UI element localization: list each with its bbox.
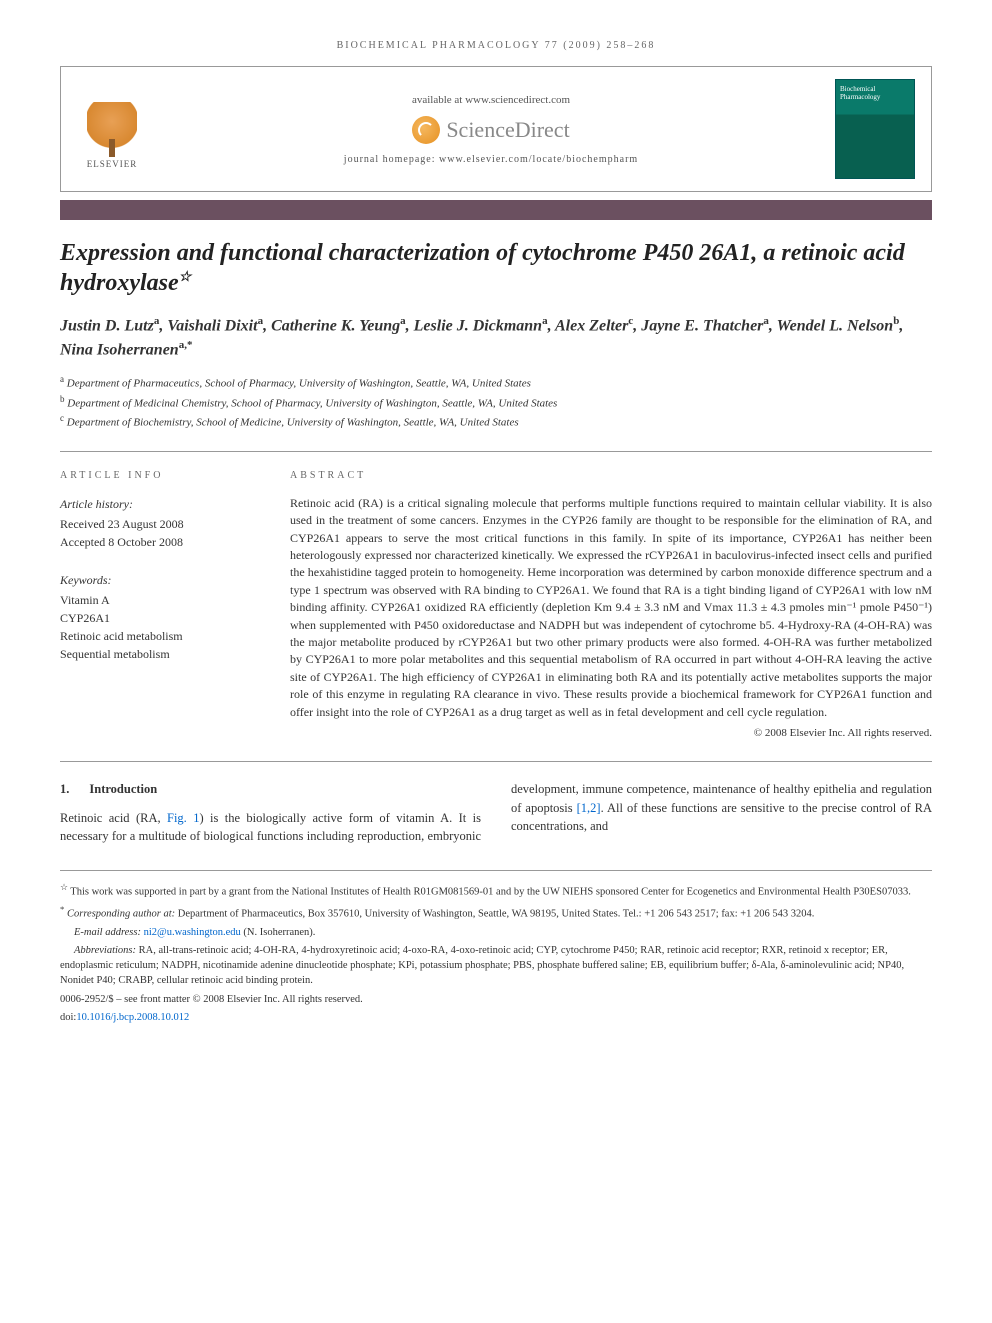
color-bar xyxy=(60,200,932,220)
affiliation: c Department of Biochemistry, School of … xyxy=(60,412,932,431)
journal-cover-title: Biochemical Pharmacology xyxy=(840,86,910,101)
sciencedirect-text: ScienceDirect xyxy=(446,117,569,143)
footnotes: ☆ This work was supported in part by a g… xyxy=(60,870,932,1025)
email-footnote: E-mail address: ni2@u.washington.edu (N.… xyxy=(60,925,932,940)
masthead-center: available at www.sciencedirect.com Scien… xyxy=(147,94,835,165)
accepted-date: Accepted 8 October 2008 xyxy=(60,533,260,551)
keywords-header: Keywords: xyxy=(60,571,260,589)
history-header: Article history: xyxy=(60,495,260,513)
journal-cover: Biochemical Pharmacology xyxy=(835,79,915,179)
article-info-label: ARTICLE INFO xyxy=(60,470,260,481)
elsevier-text: ELSEVIER xyxy=(87,159,138,169)
affiliation: a Department of Pharmaceutics, School of… xyxy=(60,373,932,392)
keyword: Sequential metabolism xyxy=(60,645,260,663)
masthead: ELSEVIER available at www.sciencedirect.… xyxy=(60,66,932,192)
info-abstract-row: ARTICLE INFO Article history: Received 2… xyxy=(60,451,932,739)
keyword: Retinoic acid metabolism xyxy=(60,627,260,645)
intro-heading: 1. Introduction xyxy=(60,780,481,799)
elsevier-tree-icon xyxy=(87,102,137,157)
doi-label: doi: xyxy=(60,1012,76,1023)
abstract-text: Retinoic acid (RA) is a critical signali… xyxy=(290,495,932,721)
abbreviations-footnote: Abbreviations: RA, all-trans-retinoic ac… xyxy=(60,943,932,989)
corresponding-footnote: * Corresponding author at: Department of… xyxy=(60,903,932,922)
abbrev-text: RA, all-trans-retinoic acid; 4-OH-RA, 4-… xyxy=(60,945,904,986)
abbrev-label: Abbreviations: xyxy=(74,945,136,956)
running-head: BIOCHEMICAL PHARMACOLOGY 77 (2009) 258–2… xyxy=(60,40,932,51)
section-number: 1. xyxy=(60,782,69,796)
available-at: available at www.sciencedirect.com xyxy=(147,94,835,106)
journal-homepage: journal homepage: www.elsevier.com/locat… xyxy=(147,154,835,165)
abstract-label: ABSTRACT xyxy=(290,470,932,481)
email-link[interactable]: ni2@u.washington.edu xyxy=(144,927,241,938)
reference-link[interactable]: [1,2] xyxy=(577,801,601,815)
intro-text-1a: Retinoic acid (RA, xyxy=(60,811,167,825)
article-history: Article history: Received 23 August 2008… xyxy=(60,495,260,551)
authors: Justin D. Lutza, Vaishali Dixita, Cather… xyxy=(60,314,932,361)
sciencedirect-logo: ScienceDirect xyxy=(412,116,569,144)
title-text: Expression and functional characterizati… xyxy=(60,240,905,296)
funding-star: ☆ xyxy=(60,882,68,892)
funding-text: This work was supported in part by a gra… xyxy=(70,887,911,898)
article-title: Expression and functional characterizati… xyxy=(60,238,932,298)
affiliation: b Department of Medicinal Chemistry, Sch… xyxy=(60,393,932,412)
email-name: (N. Isoherranen). xyxy=(241,927,316,938)
keyword: Vitamin A xyxy=(60,591,260,609)
elsevier-logo: ELSEVIER xyxy=(77,89,147,169)
corr-star: * xyxy=(60,904,64,914)
doi-link[interactable]: 10.1016/j.bcp.2008.10.012 xyxy=(76,1012,189,1023)
figure-link[interactable]: Fig. 1 xyxy=(167,811,199,825)
doi-footnote: doi:10.1016/j.bcp.2008.10.012 xyxy=(60,1010,932,1025)
copyright: © 2008 Elsevier Inc. All rights reserved… xyxy=(290,727,932,739)
title-footnote-star: ☆ xyxy=(179,270,192,285)
affiliations: a Department of Pharmaceutics, School of… xyxy=(60,373,932,430)
received-date: Received 23 August 2008 xyxy=(60,515,260,533)
section-title: Introduction xyxy=(89,782,157,796)
article-info-column: ARTICLE INFO Article history: Received 2… xyxy=(60,470,260,739)
keywords-block: Keywords: Vitamin ACYP26A1Retinoic acid … xyxy=(60,571,260,663)
issn-footnote: 0006-2952/$ – see front matter © 2008 El… xyxy=(60,992,932,1007)
funding-footnote: ☆ This work was supported in part by a g… xyxy=(60,881,932,900)
corr-label: Corresponding author at: xyxy=(67,908,175,919)
introduction-section: 1. Introduction Retinoic acid (RA, Fig. 1… xyxy=(60,761,932,846)
abstract-column: ABSTRACT Retinoic acid (RA) is a critica… xyxy=(290,470,932,739)
corr-text: Department of Pharmaceutics, Box 357610,… xyxy=(175,908,814,919)
sciencedirect-icon xyxy=(412,116,440,144)
keyword: CYP26A1 xyxy=(60,609,260,627)
email-label: E-mail address: xyxy=(74,927,144,938)
